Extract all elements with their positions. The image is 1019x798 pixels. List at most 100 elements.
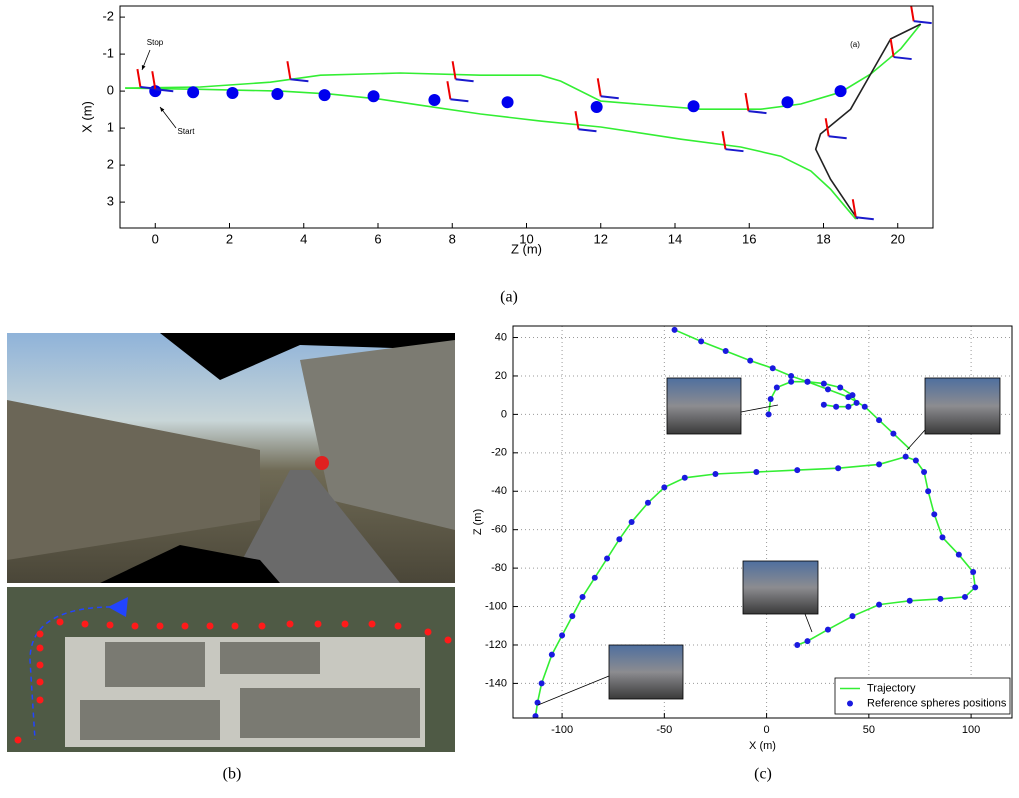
legend-label: Trajectory: [867, 682, 916, 694]
x-tick-label: 100: [962, 724, 980, 736]
sphere-point: [579, 593, 586, 600]
sphere-point: [318, 89, 331, 102]
x-tick-label: 20: [890, 231, 904, 246]
x-tick-label: -100: [551, 724, 573, 736]
pose-axis: [851, 199, 857, 218]
trajectory-line: [814, 23, 922, 220]
sphere-point: [876, 461, 883, 468]
pose-axis: [913, 20, 932, 25]
x-tick-label: 14: [668, 231, 682, 246]
sphere-point: [804, 638, 811, 645]
camera-pose: [744, 92, 767, 115]
plot-area: [120, 6, 933, 228]
sphere-point: [972, 584, 979, 591]
sphere-point: [970, 568, 977, 575]
sphere-point: [722, 347, 729, 354]
y-tick-label: -60: [491, 524, 507, 536]
pose-axis: [600, 95, 619, 100]
sphere-point: [939, 534, 946, 541]
camera-pose: [286, 61, 309, 83]
sphere-point: [226, 86, 239, 99]
camera-pose: [889, 38, 912, 61]
sphere-point: [794, 641, 801, 648]
x-axis-title: Z (m): [511, 241, 542, 256]
y-tick-label: 0: [501, 408, 507, 420]
x-tick-label: 0: [764, 724, 770, 736]
x-tick-label: 6: [374, 231, 381, 246]
sphere-point: [845, 403, 852, 410]
sphere-point: [538, 680, 545, 687]
sphere-point: [271, 88, 284, 101]
x-axis-title: X (m): [749, 740, 776, 752]
caption: (b): [223, 766, 242, 783]
sphere-point: [876, 417, 883, 424]
y-axis-title: X (m): [79, 101, 94, 133]
sphere-point: [747, 357, 754, 364]
sphere-point: [837, 384, 844, 391]
sphere-point: [937, 595, 944, 602]
pose-axis: [155, 88, 174, 93]
y-tick-label: -2: [102, 9, 114, 24]
sphere-point: [861, 403, 868, 410]
sphere-point: [532, 713, 539, 718]
sphere-point: [753, 469, 760, 476]
sphere-point: [644, 499, 651, 506]
sphere-point: [835, 465, 842, 472]
y-tick-label: -20: [491, 447, 507, 459]
sphere-point: [671, 326, 678, 333]
sphere-point: [788, 372, 795, 379]
axes-frame: [119, 5, 934, 229]
sphere-point: [548, 651, 555, 658]
sphere-point: [906, 597, 913, 604]
sphere-point: [765, 411, 772, 418]
sphere-point: [961, 593, 968, 600]
pose-axis: [136, 68, 142, 88]
y-tick-label: -120: [485, 639, 507, 651]
x-tick-label: -50: [656, 724, 672, 736]
sphere-point: [591, 574, 598, 581]
camera-pose: [451, 61, 474, 83]
axes-frame: [512, 325, 1013, 719]
legend-marker: [847, 700, 853, 707]
camera-pose: [446, 81, 469, 103]
sphere-point: [925, 488, 932, 495]
caption: (c): [754, 766, 772, 783]
pose-axis: [748, 110, 767, 115]
y-tick-label: 0: [107, 83, 114, 98]
sphere-point: [833, 403, 840, 410]
pose-axis: [574, 111, 580, 130]
y-tick-label: 1: [107, 120, 114, 135]
y-tick-label: -80: [491, 562, 507, 574]
pose-axis: [824, 118, 830, 137]
sphere-point: [501, 96, 514, 109]
sphere-point: [824, 626, 831, 633]
sphere-point: [569, 613, 576, 620]
pose-axis: [828, 135, 847, 140]
y-tick-label: -100: [485, 600, 507, 612]
sphere-point: [781, 96, 794, 109]
y-tick-label: 3: [107, 194, 114, 209]
sphere-point: [628, 519, 635, 525]
sphere-point: [698, 338, 705, 345]
pose-axis: [290, 78, 309, 83]
x-tick-label: 4: [300, 231, 307, 246]
sphere-point: [767, 396, 774, 403]
sphere-point: [681, 474, 688, 481]
y-tick-label: -40: [491, 485, 507, 497]
sphere-point: [773, 384, 780, 391]
arrow-head: [141, 65, 146, 70]
annotation: (a): [850, 40, 860, 49]
sphere-point: [912, 457, 919, 464]
x-tick-label: 8: [449, 231, 456, 246]
sphere-point: [955, 551, 962, 558]
sphere-point: [794, 467, 801, 474]
series-layer: [125, 6, 932, 221]
camera-pose: [851, 199, 874, 221]
pose-axis: [596, 78, 602, 97]
sphere-point: [559, 632, 566, 639]
y-tick-label: 20: [495, 370, 507, 382]
sphere-point: [769, 365, 776, 372]
legend-box: [834, 677, 1011, 715]
series-layer: [532, 326, 979, 718]
